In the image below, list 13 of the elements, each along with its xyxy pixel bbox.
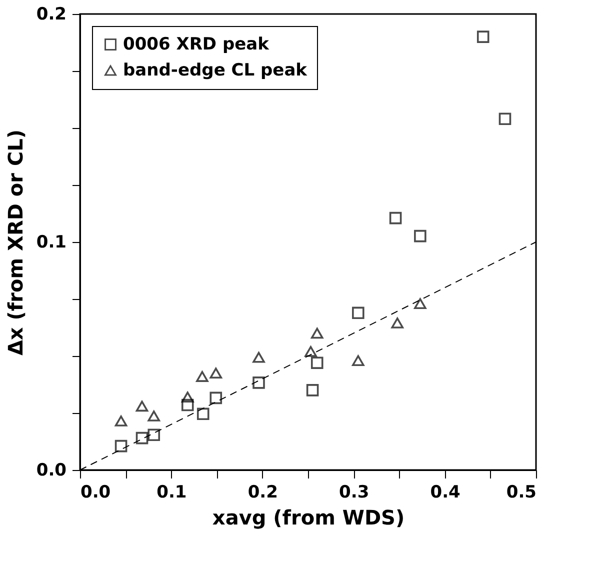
x-tick-label: 0.3	[339, 482, 370, 502]
y-tick-label: 0.0	[36, 460, 67, 480]
x-tick-label: 0.2	[248, 482, 278, 502]
y-tick-label: 0.2	[36, 4, 66, 24]
legend-label: band-edge CL peak	[123, 60, 308, 80]
y-axis-title: Δx (from XRD or CL)	[3, 129, 28, 356]
x-tick-label: 0.0	[80, 482, 111, 502]
y-tick-label: 0.1	[36, 232, 66, 252]
x-tick-label: 0.4	[430, 482, 461, 502]
x-axis-title: xavg (from WDS)	[212, 506, 405, 530]
legend-label: 0006 XRD peak	[123, 34, 270, 54]
x-tick-label: 0.5	[506, 482, 536, 502]
x-tick-label: 0.1	[156, 482, 187, 502]
